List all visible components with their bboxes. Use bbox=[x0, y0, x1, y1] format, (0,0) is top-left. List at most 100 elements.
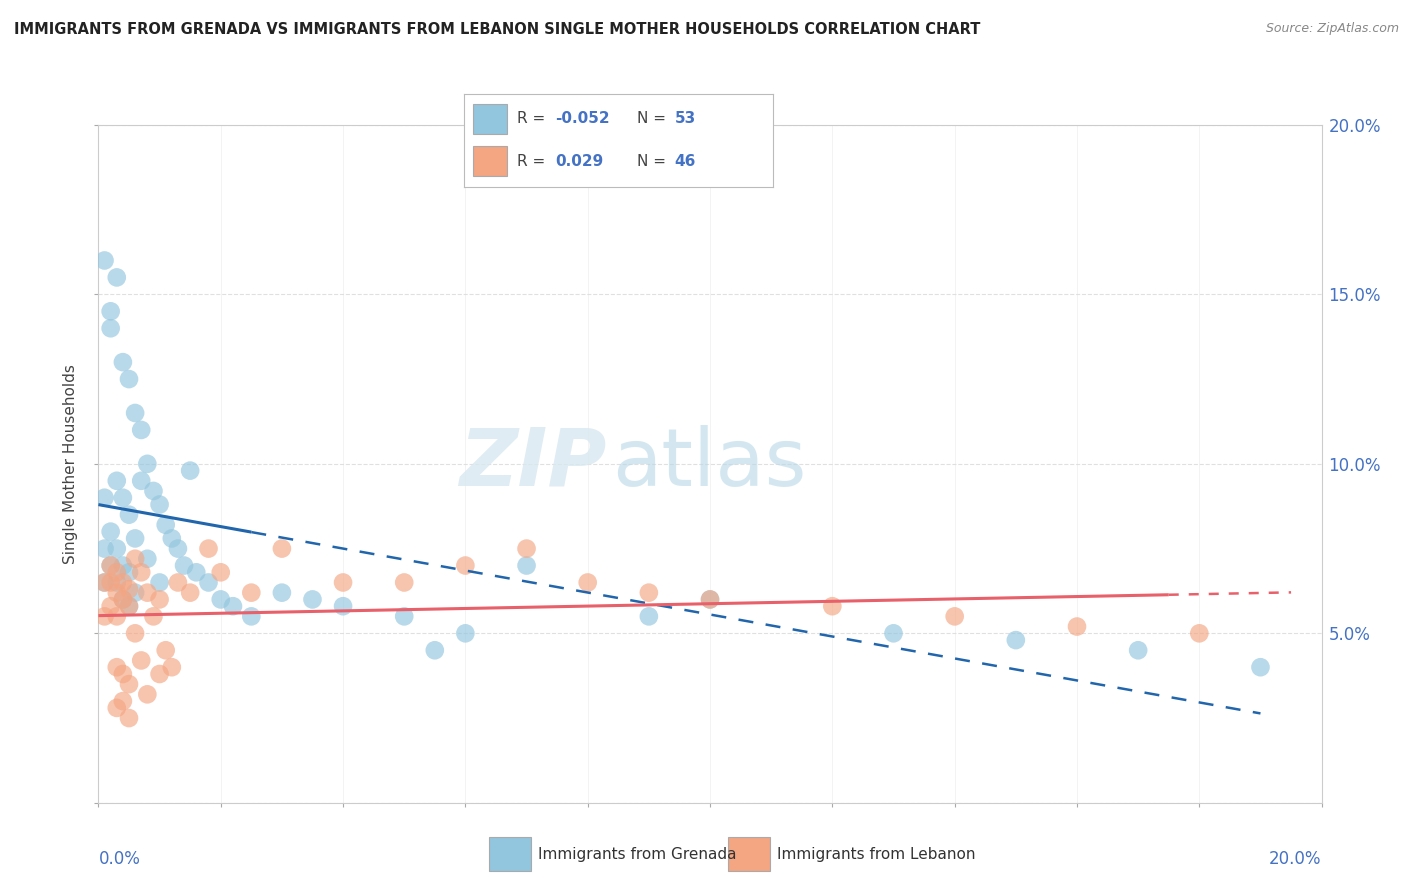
Point bbox=[1249, 660, 1271, 674]
Point bbox=[516, 558, 538, 573]
Point bbox=[100, 304, 122, 318]
Point bbox=[423, 643, 446, 657]
Text: -0.052: -0.052 bbox=[555, 112, 610, 127]
Point bbox=[160, 532, 183, 546]
FancyBboxPatch shape bbox=[474, 104, 508, 134]
Point bbox=[93, 575, 115, 590]
Point bbox=[100, 575, 122, 590]
Point bbox=[1128, 643, 1150, 657]
Point bbox=[149, 592, 172, 607]
FancyBboxPatch shape bbox=[728, 837, 770, 871]
Point bbox=[270, 585, 292, 599]
Point bbox=[149, 667, 172, 681]
Point bbox=[129, 566, 152, 580]
Point bbox=[118, 599, 141, 614]
Text: N =: N = bbox=[637, 112, 671, 127]
Point bbox=[943, 609, 966, 624]
Point bbox=[100, 599, 122, 614]
Point bbox=[149, 498, 172, 512]
Point bbox=[100, 558, 122, 573]
FancyBboxPatch shape bbox=[474, 146, 508, 176]
Point bbox=[118, 508, 141, 522]
Point bbox=[129, 423, 152, 437]
Text: N =: N = bbox=[637, 153, 671, 169]
Point bbox=[155, 643, 177, 657]
Point bbox=[167, 541, 190, 556]
Text: Immigrants from Lebanon: Immigrants from Lebanon bbox=[778, 847, 976, 862]
Text: 53: 53 bbox=[675, 112, 696, 127]
Point bbox=[160, 660, 183, 674]
Point bbox=[332, 599, 354, 614]
Point bbox=[105, 575, 128, 590]
Point bbox=[454, 558, 477, 573]
Point bbox=[118, 677, 141, 691]
Point bbox=[124, 406, 146, 420]
Text: 20.0%: 20.0% bbox=[1270, 850, 1322, 868]
Point bbox=[118, 711, 141, 725]
Point bbox=[105, 660, 128, 674]
Point bbox=[111, 592, 134, 607]
Point bbox=[240, 609, 263, 624]
Point bbox=[173, 558, 195, 573]
Point bbox=[129, 474, 152, 488]
Point bbox=[637, 585, 661, 599]
Point bbox=[111, 491, 134, 505]
Text: atlas: atlas bbox=[612, 425, 807, 503]
Point bbox=[179, 464, 201, 478]
Point bbox=[136, 585, 159, 599]
Point bbox=[100, 524, 122, 539]
Point bbox=[124, 585, 146, 599]
Point bbox=[155, 517, 177, 532]
Point bbox=[699, 592, 721, 607]
Point bbox=[136, 687, 159, 701]
Point bbox=[1004, 633, 1026, 648]
Point bbox=[454, 626, 477, 640]
Point bbox=[240, 585, 263, 599]
FancyBboxPatch shape bbox=[489, 837, 531, 871]
Point bbox=[149, 575, 172, 590]
Point bbox=[197, 541, 219, 556]
Point bbox=[883, 626, 905, 640]
Text: Source: ZipAtlas.com: Source: ZipAtlas.com bbox=[1265, 22, 1399, 36]
Point bbox=[105, 270, 128, 285]
Text: 46: 46 bbox=[675, 153, 696, 169]
Point bbox=[392, 609, 416, 624]
Point bbox=[105, 609, 128, 624]
Point bbox=[100, 558, 122, 573]
Point bbox=[93, 253, 115, 268]
Point bbox=[332, 575, 354, 590]
Point bbox=[124, 551, 146, 566]
Point bbox=[111, 592, 134, 607]
Point bbox=[100, 321, 122, 335]
Point bbox=[111, 558, 134, 573]
Point bbox=[93, 491, 115, 505]
Point bbox=[136, 551, 159, 566]
Point bbox=[111, 667, 134, 681]
Text: R =: R = bbox=[516, 153, 550, 169]
Y-axis label: Single Mother Households: Single Mother Households bbox=[63, 364, 79, 564]
Point bbox=[576, 575, 599, 590]
Point bbox=[105, 585, 128, 599]
Point bbox=[222, 599, 245, 614]
Text: ZIP: ZIP bbox=[458, 425, 606, 503]
Point bbox=[821, 599, 844, 614]
Text: IMMIGRANTS FROM GRENADA VS IMMIGRANTS FROM LEBANON SINGLE MOTHER HOUSEHOLDS CORR: IMMIGRANTS FROM GRENADA VS IMMIGRANTS FR… bbox=[14, 22, 980, 37]
Point bbox=[392, 575, 416, 590]
Point bbox=[118, 582, 141, 597]
Point bbox=[93, 541, 115, 556]
Text: R =: R = bbox=[516, 112, 550, 127]
Point bbox=[118, 599, 141, 614]
Point bbox=[142, 609, 165, 624]
Point bbox=[111, 355, 134, 369]
Text: Immigrants from Grenada: Immigrants from Grenada bbox=[538, 847, 737, 862]
Point bbox=[118, 566, 141, 580]
Point bbox=[142, 483, 165, 498]
Point bbox=[136, 457, 159, 471]
Point bbox=[124, 532, 146, 546]
Point bbox=[197, 575, 219, 590]
Point bbox=[93, 575, 115, 590]
Point bbox=[105, 474, 128, 488]
Point bbox=[179, 585, 201, 599]
Point bbox=[111, 575, 134, 590]
Point bbox=[186, 566, 208, 580]
